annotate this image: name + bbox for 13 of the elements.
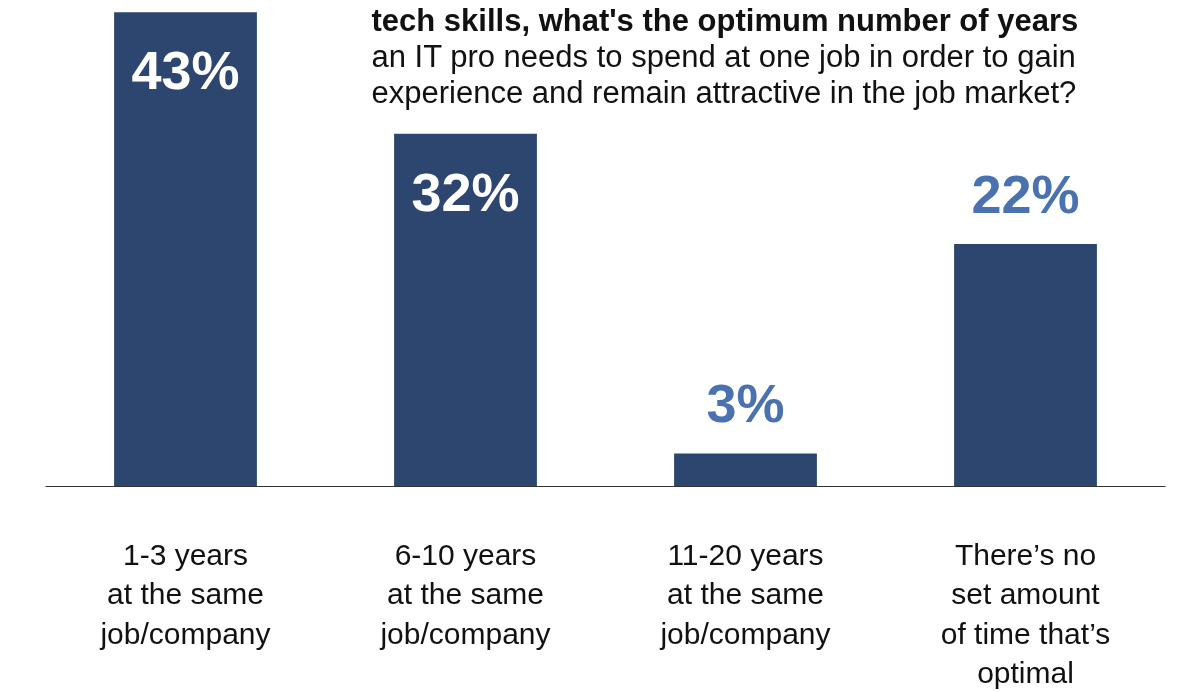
- data-label: 22%: [971, 163, 1080, 224]
- text: tech skills, what's the optimum number of years an IT pro needs to spend at one job in order to gain experience and remain attractive in the job market?: [371, 2, 1079, 110]
- x-tick-label: 6-10 years at the same job/company: [379, 537, 551, 650]
- bar: [674, 453, 817, 487]
- x-tick-label: 1-3 years at the same job/company: [99, 537, 271, 650]
- x-tick-label: There’s no set amount of time that’s optimal: [940, 537, 1111, 690]
- data-label: 3%: [706, 373, 785, 434]
- data-label: 32%: [411, 161, 520, 222]
- bar: [394, 133, 537, 487]
- data-label: 43%: [131, 40, 240, 101]
- bar: [114, 12, 257, 487]
- bar: [954, 243, 1097, 487]
- x-tick-label: 11-20 years at the same job/company: [659, 537, 831, 650]
